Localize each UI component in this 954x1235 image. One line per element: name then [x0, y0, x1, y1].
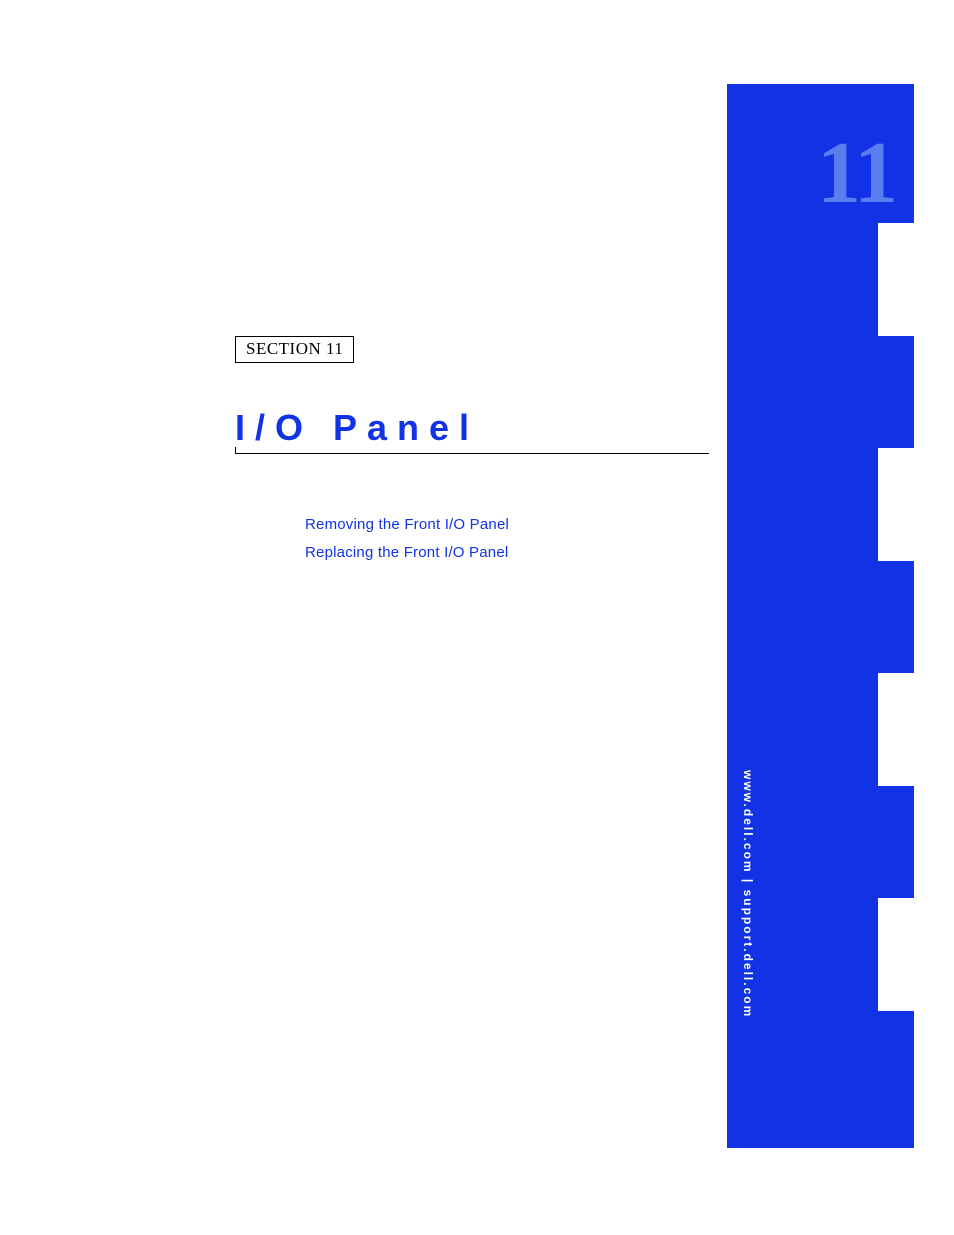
chapter-sidebar: 11 www.dell.com | support.dell.com	[727, 84, 914, 1148]
title-rule	[235, 453, 709, 454]
main-content: SECTION 11 I/O Panel Removing the Front …	[235, 336, 715, 572]
section-label: SECTION 11	[235, 336, 354, 363]
toc-link[interactable]: Removing the Front I/O Panel	[305, 516, 715, 533]
sidebar-tab	[878, 673, 914, 786]
page: 11 www.dell.com | support.dell.com SECTI…	[0, 0, 954, 1235]
table-of-contents: Removing the Front I/O Panel Replacing t…	[305, 516, 715, 561]
sidebar-tab	[878, 223, 914, 336]
title-tick-mark	[235, 447, 236, 453]
title-underline	[235, 453, 715, 454]
sidebar-tab	[878, 898, 914, 1011]
sidebar-tab	[878, 448, 914, 561]
toc-link[interactable]: Replacing the Front I/O Panel	[305, 544, 715, 561]
title-block: I/O Panel	[235, 407, 715, 454]
section-title: I/O Panel	[235, 407, 715, 451]
sidebar-url-text: www.dell.com | support.dell.com	[741, 770, 755, 1018]
chapter-number: 11	[817, 130, 896, 218]
